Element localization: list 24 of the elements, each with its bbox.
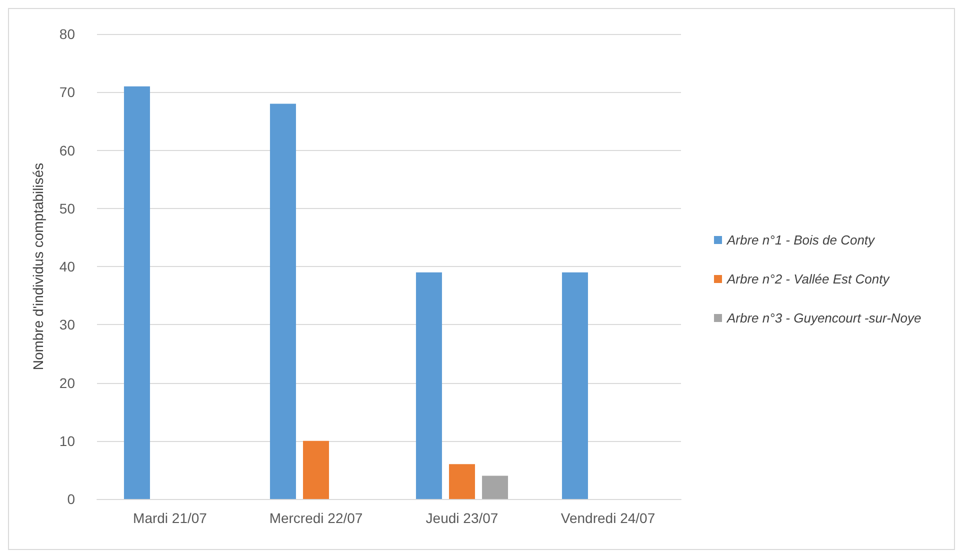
bar (416, 272, 442, 499)
legend-label: Arbre n°3 - Guyencourt -sur-Noye (726, 310, 922, 326)
y-tick-label: 30 (59, 316, 76, 333)
bar (562, 272, 588, 499)
y-tick-label: 40 (59, 258, 76, 274)
y-tick-label: 0 (67, 491, 76, 507)
y-axis-title: Nombre d'individus comptabilisés (30, 162, 46, 370)
y-tick-label: 60 (59, 142, 76, 158)
x-tick-label: Jeudi 23/07 (426, 510, 498, 526)
x-tick-label: Mardi 21/07 (133, 510, 208, 526)
legend-label: Arbre n°1 - Bois de Conty (726, 232, 876, 248)
y-tick-label: 20 (59, 374, 76, 391)
y-tick-label: 70 (59, 84, 76, 100)
y-tick-label: 50 (59, 200, 76, 216)
bar (449, 464, 475, 499)
legend-label: Arbre n°2 - Vallée Est Conty (726, 272, 891, 286)
y-tick-label: 80 (59, 26, 76, 42)
bar (303, 440, 329, 499)
bar (482, 476, 508, 499)
x-tick-label: Mercredi 22/07 (269, 510, 363, 526)
bar (270, 104, 296, 499)
y-tick-label: 10 (59, 432, 76, 449)
bar (124, 86, 150, 499)
x-tick-label: Vendredi 24/07 (560, 510, 656, 526)
